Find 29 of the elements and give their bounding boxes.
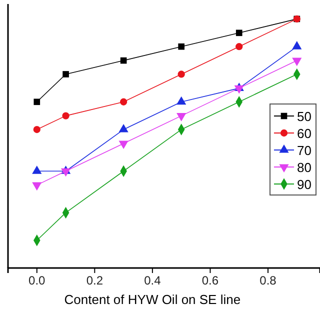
x-tick-label: 0.4 [144, 274, 162, 288]
point [236, 30, 242, 36]
point [32, 166, 42, 174]
x-axis-title: Content of HYW Oil on SE line [64, 292, 241, 307]
legend-label: 50 [297, 109, 312, 124]
point [120, 98, 128, 106]
point [178, 43, 184, 50]
point [62, 71, 69, 78]
legend-label: 90 [297, 177, 312, 192]
point [60, 168, 71, 177]
point [234, 85, 244, 94]
x-tick-label: 0.6 [202, 274, 219, 288]
point [178, 70, 185, 78]
point [62, 112, 70, 120]
x-tick-label: 0.2 [86, 274, 104, 288]
point [33, 126, 40, 134]
legend-label: 80 [297, 160, 312, 175]
x-tick-label: 0.0 [28, 274, 46, 288]
point [176, 96, 186, 105]
point [292, 58, 302, 66]
point [120, 57, 127, 64]
point [292, 41, 302, 50]
legend-label: 70 [297, 143, 312, 158]
x-tick-label: 0.8 [260, 274, 277, 288]
point [176, 113, 186, 122]
legend-label: 60 [297, 126, 312, 141]
point [34, 98, 40, 106]
point [32, 182, 42, 191]
point [236, 43, 243, 50]
